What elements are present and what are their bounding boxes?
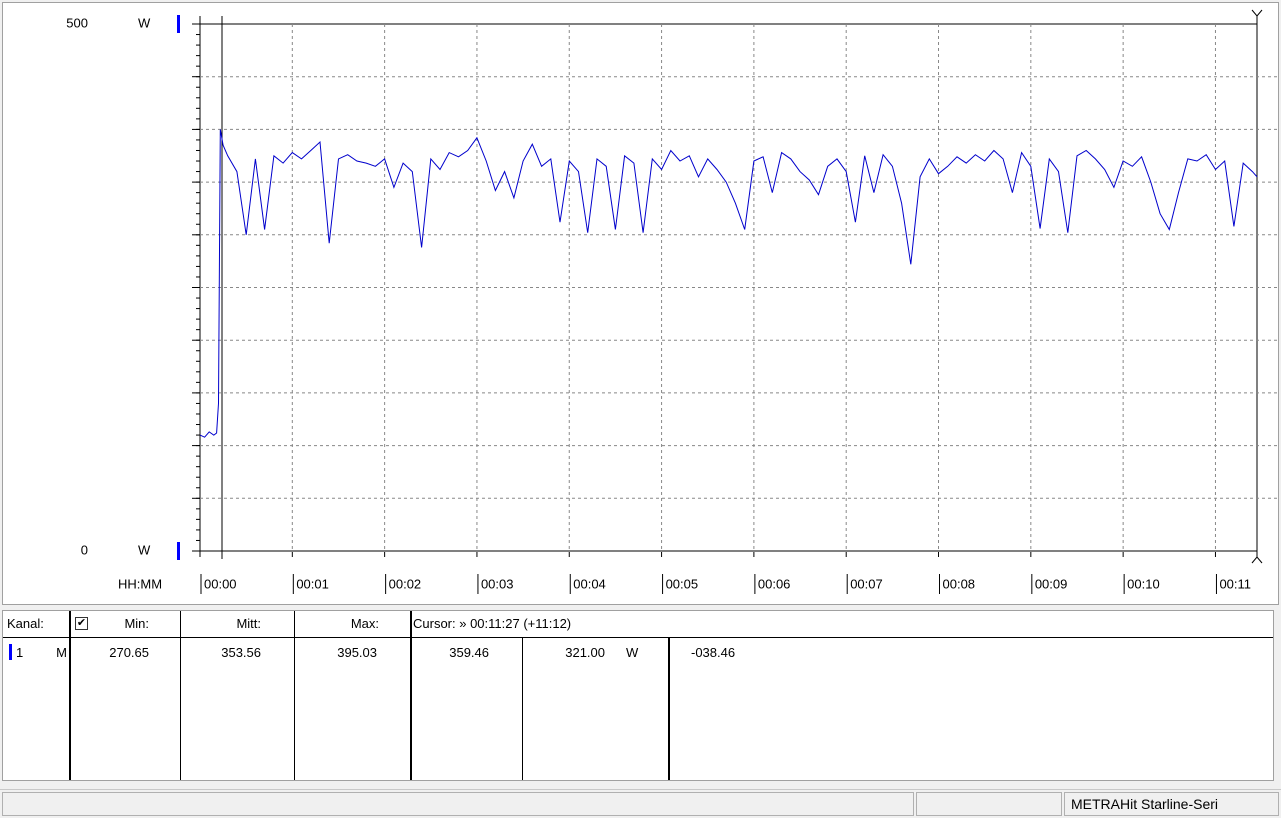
channel-color: [9, 644, 12, 660]
x-tick-label: 00:10: [1127, 576, 1160, 591]
channel-marker: [177, 542, 180, 560]
x-tick-label: 00:01: [296, 576, 329, 591]
column-rule: [294, 611, 295, 780]
status-bar: METRAHit Starline-Seri: [0, 789, 1281, 818]
x-axis-label: HH:MM: [118, 576, 162, 591]
x-tick-label: 00:09: [1035, 576, 1068, 591]
column-header: Max:: [350, 616, 379, 631]
header-rule: [3, 637, 1273, 638]
data-line: [199, 129, 1258, 438]
table-cell: M: [56, 645, 67, 660]
y-tick-label: 500: [66, 15, 88, 30]
x-tick-label: 00:06: [758, 576, 791, 591]
checkbox[interactable]: ✔: [75, 617, 88, 630]
chart-panel: 0 W 500 W 00:00 00:01 00:02 00:03 00:04 00:05 00:0…: [2, 2, 1279, 605]
x-tick-label: 00:08: [943, 576, 976, 591]
y-tick-label: 0: [81, 542, 88, 557]
column-rule: [180, 611, 181, 780]
chart: 0 W 500 W 00:00 00:01 00:02 00:03 00:04 00:05 00:0…: [66, 9, 1277, 594]
table-cell: 395.03: [337, 645, 377, 660]
column-header: Mitt:: [236, 616, 261, 631]
x-tick-label: 00:00: [204, 576, 237, 591]
table-cell: -038.46: [691, 645, 736, 660]
device-name: METRAHit Starline-Seri: [1064, 792, 1279, 816]
x-tick-label: 00:04: [573, 576, 606, 591]
table-cell: 321.00: [565, 645, 605, 660]
x-tick-label: 00:11: [1219, 576, 1251, 591]
x-marker: [1251, 556, 1263, 564]
x-tick-label: 00:03: [481, 576, 514, 591]
column-rule: [522, 638, 523, 780]
status-segment: [916, 792, 1062, 816]
table-cell: W: [626, 645, 639, 660]
column-header: Cursor: » 00:11:27 (+11:12): [413, 616, 572, 631]
table-cell: 1: [16, 645, 24, 660]
table-cell: 353.56: [221, 645, 261, 660]
table-cell: 359.46: [449, 645, 489, 660]
x-tick-label: 00:02: [389, 576, 422, 591]
column-rule: [69, 611, 71, 780]
status-segment: [2, 792, 914, 816]
y-unit: W: [138, 542, 151, 557]
channel-marker: [177, 15, 180, 33]
column-rule: [410, 611, 412, 780]
y-marker: [1251, 9, 1263, 17]
x-tick-label: 00:07: [850, 576, 883, 591]
column-header: Kanal:: [7, 616, 44, 631]
x-tick-label: 00:05: [666, 576, 699, 591]
column-header: Min:: [124, 616, 149, 631]
y-unit: W: [138, 15, 151, 30]
column-rule: [668, 638, 670, 780]
channel-table: ✔ Kanal: Min: Mitt: Max: Cursor: » 00:11:27 …: [2, 610, 1274, 781]
table-cell: 270.65: [109, 645, 149, 660]
